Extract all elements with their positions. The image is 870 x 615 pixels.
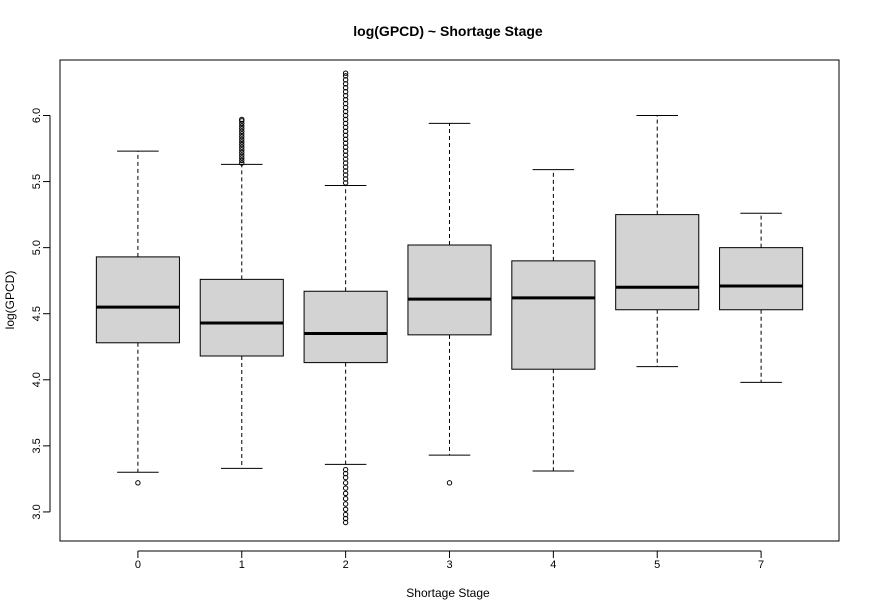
iqr-box: [407, 244, 492, 336]
outlier-point: [239, 133, 245, 140]
outlier-point: [342, 474, 349, 481]
outlier-point: [239, 149, 245, 156]
outlier-point: [239, 139, 245, 145]
outlier-point: [342, 501, 349, 507]
outlier-point: [342, 70, 349, 76]
outlier-point: [239, 144, 245, 150]
x-axis-label: Shortage Stage: [406, 586, 490, 600]
box-1: [199, 116, 284, 469]
x-tick-label: 0: [135, 559, 141, 571]
y-tick-label: 5.0: [31, 240, 43, 255]
chart-title: log(GPCD) ~ Shortage Stage: [353, 23, 543, 39]
box-7: [719, 212, 804, 383]
outlier-point: [239, 126, 245, 132]
y-axis: 3.0 3.5 4.0 4.5 5.0 5.5 6.0: [31, 108, 51, 520]
box-5: [615, 115, 700, 368]
outlier-point: [342, 490, 349, 497]
iqr-box: [95, 256, 180, 344]
outlier-point: [239, 141, 245, 148]
x-tick-label: 2: [343, 559, 349, 571]
outlier-point: [342, 519, 349, 526]
x-tick-label: 1: [239, 559, 245, 571]
outlier-point: [239, 147, 245, 153]
outlier-point: [239, 128, 245, 135]
iqr-box: [303, 290, 388, 364]
y-axis-label: log(GPCD): [3, 271, 17, 330]
box-4: [511, 169, 596, 472]
iqr-box: [511, 260, 596, 370]
y-tick-label: 3.0: [31, 504, 43, 519]
x-tick-label: 5: [654, 559, 660, 571]
outlier-point: [239, 131, 245, 137]
y-tick-label: 4.0: [31, 372, 43, 387]
iqr-box: [615, 214, 700, 311]
outlier-point: [239, 152, 245, 158]
y-tick-label: 4.5: [31, 306, 43, 321]
x-tick-label: 3: [446, 559, 452, 571]
plot-frame: [59, 59, 840, 542]
box-3: [407, 122, 492, 486]
outlier-point: [239, 160, 245, 166]
outlier-point: [239, 155, 245, 161]
outlier-point: [239, 136, 245, 142]
y-tick-label: 3.5: [31, 438, 43, 453]
outlier-point: [342, 73, 349, 79]
iqr-box: [719, 247, 804, 311]
outlier-point: [239, 157, 245, 164]
outlier-point: [342, 496, 349, 502]
outlier-point: [342, 480, 349, 486]
outlier-point: [239, 123, 245, 129]
outlier-point: [446, 480, 453, 486]
outlier-point: [342, 506, 349, 512]
box-2: [303, 70, 388, 526]
x-tick-label: 7: [758, 559, 764, 571]
outlier-point: [342, 485, 349, 491]
x-axis: 0 1 2 3 4 5 7: [135, 550, 764, 571]
box-0: [95, 150, 180, 486]
x-tick-label: 4: [550, 559, 556, 571]
outlier-point: [135, 480, 141, 486]
outlier-point: [239, 116, 245, 123]
y-tick-label: 6.0: [31, 108, 43, 123]
y-tick-label: 5.5: [31, 174, 43, 189]
iqr-box: [199, 278, 284, 357]
boxes: [95, 70, 804, 526]
